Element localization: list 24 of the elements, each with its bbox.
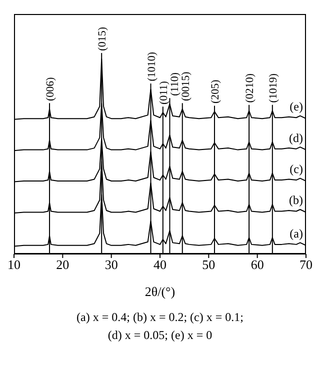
series-label: (a) bbox=[290, 226, 303, 240]
annotation: (1019) bbox=[267, 73, 280, 103]
series-label: (b) bbox=[289, 193, 303, 208]
text: (d) x = 0.05; (e) x = 0 bbox=[106, 327, 214, 344]
series-label: (d) bbox=[289, 130, 303, 145]
annotation: (0015) bbox=[180, 71, 192, 101]
annotation: (205) bbox=[210, 79, 222, 104]
annotation: (110) bbox=[168, 72, 181, 96]
annotation: (006) bbox=[44, 76, 57, 101]
annotation: (0210) bbox=[244, 73, 256, 103]
x-tick-label: 20 bbox=[56, 257, 70, 272]
x-tick-label: 40 bbox=[154, 257, 166, 272]
x-tick-label: 70 bbox=[300, 257, 312, 272]
annotation: (011) bbox=[158, 80, 170, 104]
annotation: (1010) bbox=[146, 52, 158, 82]
x-tick-label: 60 bbox=[250, 257, 264, 272]
x-tick-label: 10 bbox=[8, 257, 20, 272]
text: (a) x = 0.4; (b) x = 0.2; (c) x = 0.1; bbox=[76, 309, 244, 326]
annotation: (015) bbox=[96, 26, 109, 51]
series-label: (c) bbox=[290, 162, 303, 176]
x-tick-label: 30 bbox=[104, 257, 118, 272]
x-tick-label: 50 bbox=[202, 257, 216, 272]
x-axis-title: 2θ/(°) bbox=[144, 284, 176, 299]
series-label: (e) bbox=[290, 100, 303, 114]
